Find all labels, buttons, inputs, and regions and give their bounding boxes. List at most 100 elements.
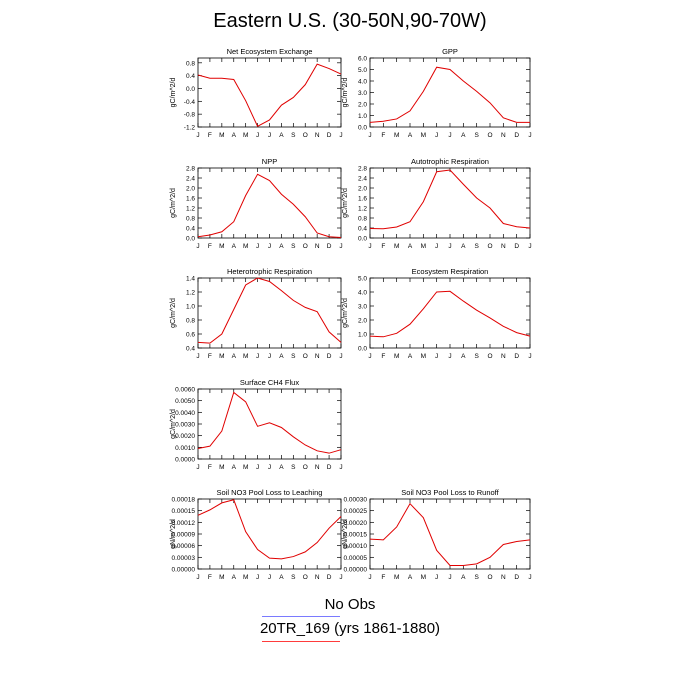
x-tick-label: M (219, 464, 224, 471)
y-tick-label: 0.0 (358, 346, 367, 353)
legend-line-run (262, 641, 340, 642)
x-tick-label: J (196, 574, 199, 581)
x-tick-label: F (381, 574, 385, 581)
x-tick-label: J (268, 574, 271, 581)
y-tick-label: 1.6 (358, 196, 367, 203)
y-tick-label: 0.0050 (175, 398, 195, 405)
y-tick-label: 0.00009 (172, 532, 196, 539)
x-tick-label: J (435, 243, 438, 250)
x-tick-label: J (196, 464, 199, 471)
y-tick-label: 0.0010 (175, 445, 195, 452)
x-tick-label: S (474, 574, 479, 581)
x-tick-label: J (368, 132, 371, 139)
x-tick-label: J (268, 132, 271, 139)
x-tick-label: O (303, 243, 308, 250)
y-tick-label: 4.0 (358, 290, 367, 297)
x-tick-label: M (421, 243, 426, 250)
x-tick-label: A (461, 243, 466, 250)
x-tick-label: O (487, 243, 492, 250)
y-axis-label: gC/m^2/d (170, 409, 177, 439)
y-tick-label: 1.2 (186, 290, 195, 297)
x-tick-label: M (421, 353, 426, 360)
x-tick-label: N (315, 132, 320, 139)
x-tick-label: J (528, 574, 531, 581)
x-tick-label: M (394, 132, 399, 139)
y-tick-label: 3.0 (358, 90, 367, 97)
y-tick-label: 0.00006 (172, 543, 196, 550)
y-tick-label: 5.0 (358, 276, 367, 283)
y-tick-label: 2.8 (358, 166, 367, 173)
y-tick-label: 5.0 (358, 67, 367, 74)
y-tick-label: 0.0020 (175, 433, 195, 440)
chart-title: Surface CH4 Flux (240, 378, 299, 387)
x-tick-label: A (279, 243, 284, 250)
plot-frame (369, 57, 531, 128)
y-axis-label: gC/m^2/d (170, 188, 177, 218)
y-axis-label: gC/m^2/d (170, 298, 177, 328)
x-tick-label: J (435, 132, 438, 139)
x-tick-label: N (501, 353, 506, 360)
x-tick-label: O (487, 132, 492, 139)
x-tick-label: M (243, 464, 248, 471)
y-tick-label: 0.4 (186, 73, 195, 80)
y-tick-label: 2.8 (186, 166, 195, 173)
y-tick-label: 2.0 (186, 186, 195, 193)
chart-heterotrophic-respiration: Heterotrophic Respiration gC/m^2/d 1.4 1.2 1… (170, 267, 343, 360)
x-tick-label: S (474, 132, 479, 139)
y-tick-label: 0.00015 (344, 532, 368, 539)
x-tick-label: A (232, 243, 237, 250)
x-tick-label: J (339, 243, 342, 250)
y-axis-label: gN/m^2/d (342, 519, 349, 549)
chart-net-ecosystem-exchange: Net Ecosystem Exchange gC/m^2/d 0.8 0.4 0.0 -… (170, 47, 343, 139)
plot-frame (369, 498, 531, 570)
plot-frame (197, 57, 342, 128)
x-tick-label: A (408, 132, 413, 139)
y-tick-label: 0.00020 (344, 520, 368, 527)
legend-label-run: 20TR_169 (yrs 1861-1880) (259, 620, 441, 637)
x-tick-label: J (256, 353, 259, 360)
x-tick-label: S (474, 243, 479, 250)
x-tick-label: J (528, 132, 531, 139)
figure-title: Eastern U.S. (30-50N,90-70W) (213, 10, 487, 32)
y-tick-label: 0.4 (186, 226, 195, 233)
x-tick-label: J (196, 243, 199, 250)
y-tick-label: 1.0 (186, 304, 195, 311)
legend-line-obs (262, 616, 340, 617)
x-tick-label: J (528, 353, 531, 360)
series-line (197, 63, 342, 128)
y-tick-label: 0.8 (358, 216, 367, 223)
x-tick-label: M (219, 353, 224, 360)
y-tick-label: 0.4 (358, 226, 367, 233)
y-axis-label: gC/m^2/d (342, 298, 349, 328)
y-tick-label: 2.4 (186, 176, 195, 183)
x-tick-label: M (219, 243, 224, 250)
chart-title: NPP (262, 157, 277, 166)
x-tick-label: O (303, 353, 308, 360)
chart-surface-ch4-flux: Surface CH4 Flux gC/m^2/d 0.0060 0.0050 0.00… (170, 378, 343, 471)
x-tick-label: F (381, 132, 385, 139)
x-tick-label: S (291, 464, 296, 471)
x-tick-label: A (232, 353, 237, 360)
plot-frame (197, 388, 342, 460)
y-tick-label: 3.0 (358, 304, 367, 311)
x-tick-label: A (461, 132, 466, 139)
y-tick-label: 0.4 (186, 346, 195, 353)
x-tick-label: A (279, 574, 284, 581)
y-tick-label: 0.0 (186, 86, 195, 93)
x-tick-label: J (435, 353, 438, 360)
x-tick-label: J (256, 464, 259, 471)
x-tick-label: D (327, 132, 332, 139)
chart-soil-no3-pool-loss-to-runoff: Soil NO3 Pool Loss to RunoffgN/m^2/d0.00… (342, 488, 532, 581)
y-axis-label: gC/m^2/d (342, 188, 349, 218)
x-tick-label: A (279, 132, 284, 139)
y-tick-label: 0.0060 (175, 387, 195, 394)
x-tick-label: O (303, 464, 308, 471)
x-tick-label: D (514, 353, 519, 360)
x-tick-label: S (474, 353, 479, 360)
x-tick-label: S (291, 353, 296, 360)
x-tick-label: A (232, 132, 237, 139)
x-tick-label: J (368, 243, 371, 250)
x-tick-label: J (368, 353, 371, 360)
